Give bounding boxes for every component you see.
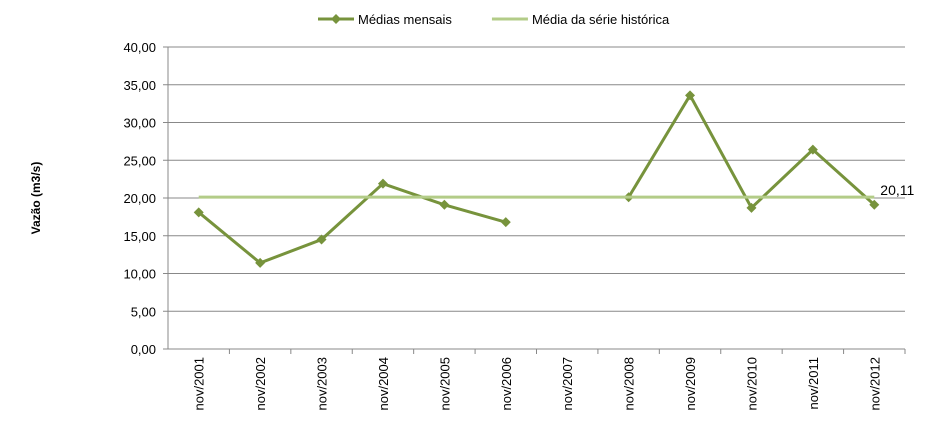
x-tick-label: nov/2010 [744, 357, 759, 411]
x-tick-label: nov/2011 [806, 357, 821, 410]
legend-marker [331, 14, 341, 24]
x-tick-label: nov/2002 [253, 357, 268, 411]
x-tick-label: nov/2009 [683, 357, 698, 411]
marker [193, 207, 204, 218]
x-tick-label: nov/2007 [560, 357, 575, 411]
x-tick-label: nov/2005 [437, 357, 452, 411]
legend-label: Média da série histórica [532, 12, 670, 27]
y-tick-label: 20,00 [123, 191, 156, 206]
x-tick-label: nov/2001 [192, 357, 207, 411]
series-line [197, 92, 876, 265]
marker [500, 217, 511, 228]
legend-label: Médias mensais [358, 12, 452, 27]
x-tick-label: nov/2012 [867, 357, 882, 411]
marker [316, 234, 327, 245]
y-axis-label: Vazão (m3/s) [29, 162, 43, 235]
marker [746, 202, 757, 213]
y-tick-label: 0,00 [131, 342, 156, 357]
marker [685, 90, 696, 101]
marker [869, 199, 880, 210]
marker [377, 178, 388, 189]
x-tick-label: nov/2003 [315, 357, 330, 411]
x-tick-label: nov/2004 [376, 357, 391, 411]
x-tick-label: nov/2006 [499, 357, 514, 411]
x-tick-label: nov/2008 [622, 357, 637, 411]
y-tick-label: 5,00 [131, 304, 156, 319]
marker [807, 144, 818, 155]
y-tick-label: 10,00 [123, 267, 156, 282]
marker [439, 199, 450, 210]
y-tick-label: 35,00 [123, 78, 156, 93]
y-tick-label: 40,00 [123, 40, 156, 55]
y-tick-label: 25,00 [123, 153, 156, 168]
marker [255, 257, 266, 268]
y-tick-label: 30,00 [123, 116, 156, 131]
y-tick-label: 15,00 [123, 229, 156, 244]
data-label: 20,11 [880, 182, 914, 198]
